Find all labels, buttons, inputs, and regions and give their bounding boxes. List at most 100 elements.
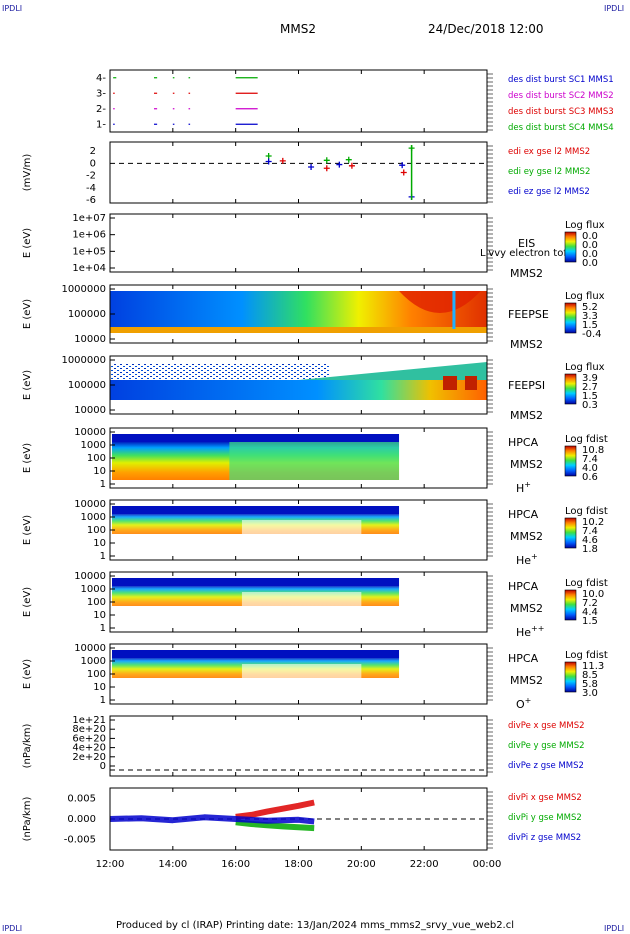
divpe-ytick-label: 8e+20 [72, 724, 106, 735]
feepsi-ytick-label: 1000000 [61, 355, 106, 366]
hpca-h-ytick-label: 10000 [74, 427, 106, 438]
edi-e-ytick-label: -4 [86, 183, 96, 194]
edi-point [345, 156, 352, 163]
corner-label-bottom-right: IPDLI [604, 924, 625, 933]
hpca-hepp-colorbar-title: Log fdist [565, 578, 608, 589]
eis-ylabel: E (eV) [22, 228, 33, 258]
hpca-he-colorbar-value: 7.4 [582, 526, 598, 537]
hpca-hepp-species-label: He++ [516, 624, 544, 639]
eis-instrument-label: EIS [518, 237, 535, 250]
divpi-legend-entry: divPi y gse MMS2 [508, 813, 582, 823]
footer-credit: Produced by cl (IRAP) Printing date: 13/… [115, 920, 515, 931]
feepsi-colorbar-value: 2.7 [582, 382, 598, 393]
divpe-ytick-label: 1e+21 [72, 715, 106, 726]
datetime-title: 24/Dec/2018 12:00 [428, 22, 544, 36]
hpca-h-ytick-label: 100 [87, 453, 106, 464]
time-tick-label: 16:00 [221, 859, 250, 870]
edi-point [323, 157, 330, 164]
feepsi-colorbar-value: 0.3 [582, 400, 598, 411]
feepse-colorbar-value: -0.4 [582, 329, 602, 340]
feepse-ytick-label: 1000000 [61, 284, 106, 295]
eis-colorbar-value: 0.0 [582, 249, 598, 260]
hpca-he-ytick-label: 10000 [74, 499, 106, 510]
time-tick-label: 14:00 [158, 859, 187, 870]
hpca-h-colorbar-title: Log fdist [565, 434, 608, 445]
feepsi-ytick-label: 100000 [68, 380, 106, 391]
spacecraft-title: MMS2 [280, 22, 316, 36]
eis-ytick-label: 1e+04 [72, 263, 106, 274]
hpca-he-colorbar-title: Log fdist [565, 506, 608, 517]
hpca-h-top-band [112, 434, 400, 442]
hpca-o-colorbar-title: Log fdist [565, 650, 608, 661]
hpca-hepp-ylabel: E (eV) [22, 587, 33, 617]
hpca-he-instrument-label: HPCA [508, 508, 539, 521]
divpe-frame [109, 715, 488, 777]
hpca-o-species-label: O+ [516, 696, 531, 711]
feepse-colorbar-value: 1.5 [582, 320, 598, 331]
hpca-h-ytick-label: 1000 [81, 440, 106, 451]
eis-instrument2-label: MMS2 [510, 267, 543, 280]
hpca-o-ytick-label: 1 [100, 695, 106, 706]
edi-point [400, 169, 407, 176]
divpi-ytick-label: 0.000 [67, 814, 96, 825]
feepse-low-band [110, 327, 487, 333]
eis-ytick-label: 1e+06 [72, 230, 106, 241]
corner-label-top-left: IPDLI [2, 4, 23, 13]
hpca-o-top-band [112, 650, 400, 658]
eis-colorbar [564, 231, 577, 263]
hpca-h-colorbar-value: 7.4 [582, 454, 598, 465]
hpca-o-gap-region [241, 664, 362, 682]
edi-e-ytick-label: 2 [90, 146, 96, 157]
corner-label-bottom-left: IPDLI [2, 924, 23, 933]
hpca-h-green-region [229, 442, 400, 480]
hpca-hepp-colorbar [564, 589, 577, 621]
feepsi-ylabel: E (eV) [22, 370, 33, 400]
feepsi-ytick-label: 10000 [74, 405, 106, 416]
eis-colorbar-value: 0.0 [582, 231, 598, 242]
divpi-series-line [235, 799, 315, 820]
des-dist-burst-frame [109, 69, 488, 133]
feepsi-instrument2-label: MMS2 [510, 409, 543, 422]
edi-point [308, 164, 315, 171]
hpca-he-colorbar-value: 1.8 [582, 544, 598, 555]
feepse-ytick-label: 100000 [68, 309, 106, 320]
hpca-hepp-gap-region [241, 592, 362, 610]
edi-e-legend-entry: edi ex gse l2 MMS2 [508, 147, 590, 157]
time-tick-label: 00:00 [473, 859, 502, 870]
edi-e-ytick-label: -2 [86, 171, 96, 182]
time-tick-label: 20:00 [347, 859, 376, 870]
divpi-ytick-label: -0.005 [64, 835, 96, 846]
hpca-hepp-ytick-label: 10 [93, 610, 106, 621]
hpca-he-gap-region [241, 520, 362, 538]
corner-label-top-right: IPDLI [604, 4, 625, 13]
edi-point [399, 162, 406, 169]
eis-frame [109, 213, 488, 273]
feepsi-rise [298, 362, 487, 380]
divpi-legend-entry: divPi x gse MMS2 [508, 793, 582, 803]
edi-point [265, 158, 272, 165]
hpca-o-ytick-label: 1000 [81, 656, 106, 667]
hpca-h-species-label: H+ [516, 480, 531, 495]
eis-colorbar-title: Log flux [565, 220, 605, 231]
hpca-he-ytick-label: 10 [93, 538, 106, 549]
hpca-hepp-instrument2-label: MMS2 [510, 602, 543, 615]
edi-e-ylabel: (mV/m) [22, 154, 33, 192]
divpi-series-line [235, 819, 315, 832]
des-dist-burst-ytick-label: 4- [96, 73, 106, 84]
hpca-hepp-top-band [112, 578, 400, 586]
hpca-hepp-ytick-label: 10000 [74, 571, 106, 582]
divpe-ytick-label: 0 [100, 761, 106, 772]
feepsi-colorbar-title: Log flux [565, 362, 605, 373]
feepsi-speckle [110, 364, 330, 380]
divpe-legend-entry: divPe y gse MMS2 [508, 741, 585, 751]
feepse-burst-region [399, 291, 481, 313]
hpca-he-colorbar [564, 517, 577, 549]
hpca-hepp-ytick-label: 100 [87, 597, 106, 608]
hpca-he-instrument2-label: MMS2 [510, 530, 543, 543]
edi-point [336, 161, 343, 168]
hpca-o-colorbar-value: 8.5 [582, 670, 598, 681]
eis-ytick-label: 1e+05 [72, 246, 106, 257]
des-dist-burst-legend-entry: des dist burst SC4 MMS4 [508, 123, 614, 133]
feepsi-hotspot [465, 376, 478, 390]
